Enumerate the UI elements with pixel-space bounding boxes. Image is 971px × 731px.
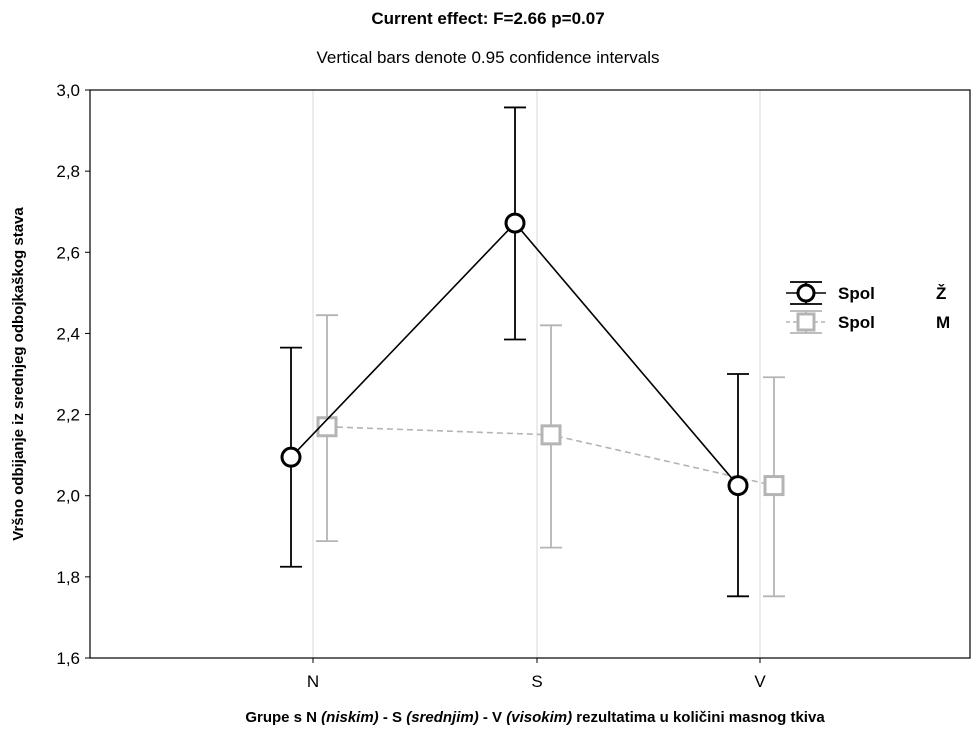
legend-label: Spol bbox=[838, 284, 875, 303]
x-axis-label-part: (niskim) bbox=[321, 709, 379, 726]
legend-marker-square bbox=[796, 312, 816, 332]
data-point-circle bbox=[504, 212, 526, 234]
legend: Spol Ž Spol M bbox=[786, 281, 950, 334]
y-tick-label: 1,6 bbox=[56, 649, 80, 668]
x-axis-label-part: - S bbox=[379, 709, 407, 726]
legend-level: M bbox=[936, 313, 950, 332]
legend-item-M: Spol M bbox=[786, 310, 950, 334]
plot-frame bbox=[89, 89, 971, 659]
data-point-square bbox=[763, 475, 785, 497]
legend-item-Ž: Spol Ž bbox=[786, 281, 946, 305]
x-tick-label: N bbox=[307, 672, 319, 691]
series-Ž bbox=[280, 106, 749, 598]
x-axis-label-part: - V bbox=[479, 709, 507, 726]
chart-subtitle: Vertical bars denote 0.95 confidence int… bbox=[316, 48, 659, 67]
y-tick-label: 3,0 bbox=[56, 81, 80, 100]
x-axis-label-part: Grupe s N bbox=[245, 709, 321, 726]
data-point-square bbox=[316, 416, 338, 438]
x-tick-label: V bbox=[754, 672, 766, 691]
y-tick-label: 2,6 bbox=[56, 243, 80, 262]
x-tick-label: S bbox=[531, 672, 542, 691]
legend-marker-circle bbox=[796, 283, 816, 303]
x-axis-label: Grupe s N (niskim) - S (srednjim) - V (v… bbox=[245, 709, 825, 726]
y-tick-label: 2,0 bbox=[56, 487, 80, 506]
y-tick-label: 2,2 bbox=[56, 406, 80, 425]
x-axis-label-part: rezultatima u količini masnog tkiva bbox=[572, 709, 825, 726]
series-group bbox=[280, 106, 785, 598]
y-axis: 1,6 1,8 2,0 2,2 2,4 2,6 2,8 3,0 bbox=[56, 81, 90, 668]
y-axis-label: Vršno odbijanje iz srednjeg odbojkaškog … bbox=[10, 207, 27, 541]
data-point-circle bbox=[280, 446, 302, 468]
grid bbox=[312, 90, 761, 658]
chart-title: Current effect: F=2.66 p=0.07 bbox=[371, 9, 604, 28]
y-tick-label: 2,8 bbox=[56, 162, 80, 181]
x-axis-label-part: (srednjim) bbox=[406, 709, 479, 726]
data-point-circle bbox=[727, 475, 749, 497]
data-point-square bbox=[540, 424, 562, 446]
series-M bbox=[316, 314, 785, 598]
y-tick-label: 2,4 bbox=[56, 324, 80, 343]
legend-label: Spol bbox=[838, 313, 875, 332]
y-tick-label: 1,8 bbox=[56, 568, 80, 587]
x-axis-label-part: (visokim) bbox=[506, 709, 572, 726]
legend-level: Ž bbox=[936, 284, 946, 303]
